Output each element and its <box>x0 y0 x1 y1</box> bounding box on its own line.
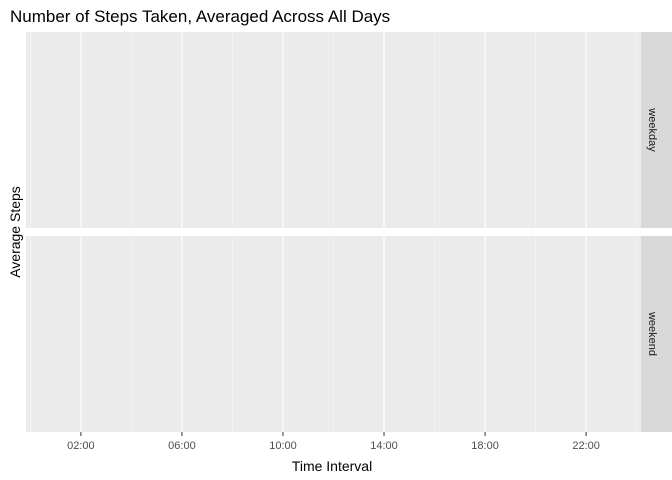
strip-background <box>641 32 672 228</box>
chart-title: Number of Steps Taken, Averaged Across A… <box>10 7 390 26</box>
y-axis-title: Average Steps <box>7 186 23 278</box>
facet-panel-weekend: weekend <box>26 236 672 432</box>
x-axis: 02:00 06:00 10:00 14:00 18:00 22:00 <box>67 432 600 452</box>
facet-panels: weekday weekend <box>26 32 672 432</box>
strip-background <box>641 236 672 432</box>
x-tick-label: 06:00 <box>168 440 196 452</box>
facet-panel-weekday: weekday <box>26 32 672 228</box>
x-axis-title: Time Interval <box>292 458 372 474</box>
x-tick-label: 10:00 <box>269 440 297 452</box>
x-tick-label: 02:00 <box>67 440 95 452</box>
x-tick-label: 22:00 <box>572 440 600 452</box>
x-tick-label: 18:00 <box>471 440 499 452</box>
strip-label-weekend: weekend <box>646 311 658 356</box>
strip-label-weekday: weekday <box>646 107 658 152</box>
x-tick-label: 14:00 <box>370 440 398 452</box>
